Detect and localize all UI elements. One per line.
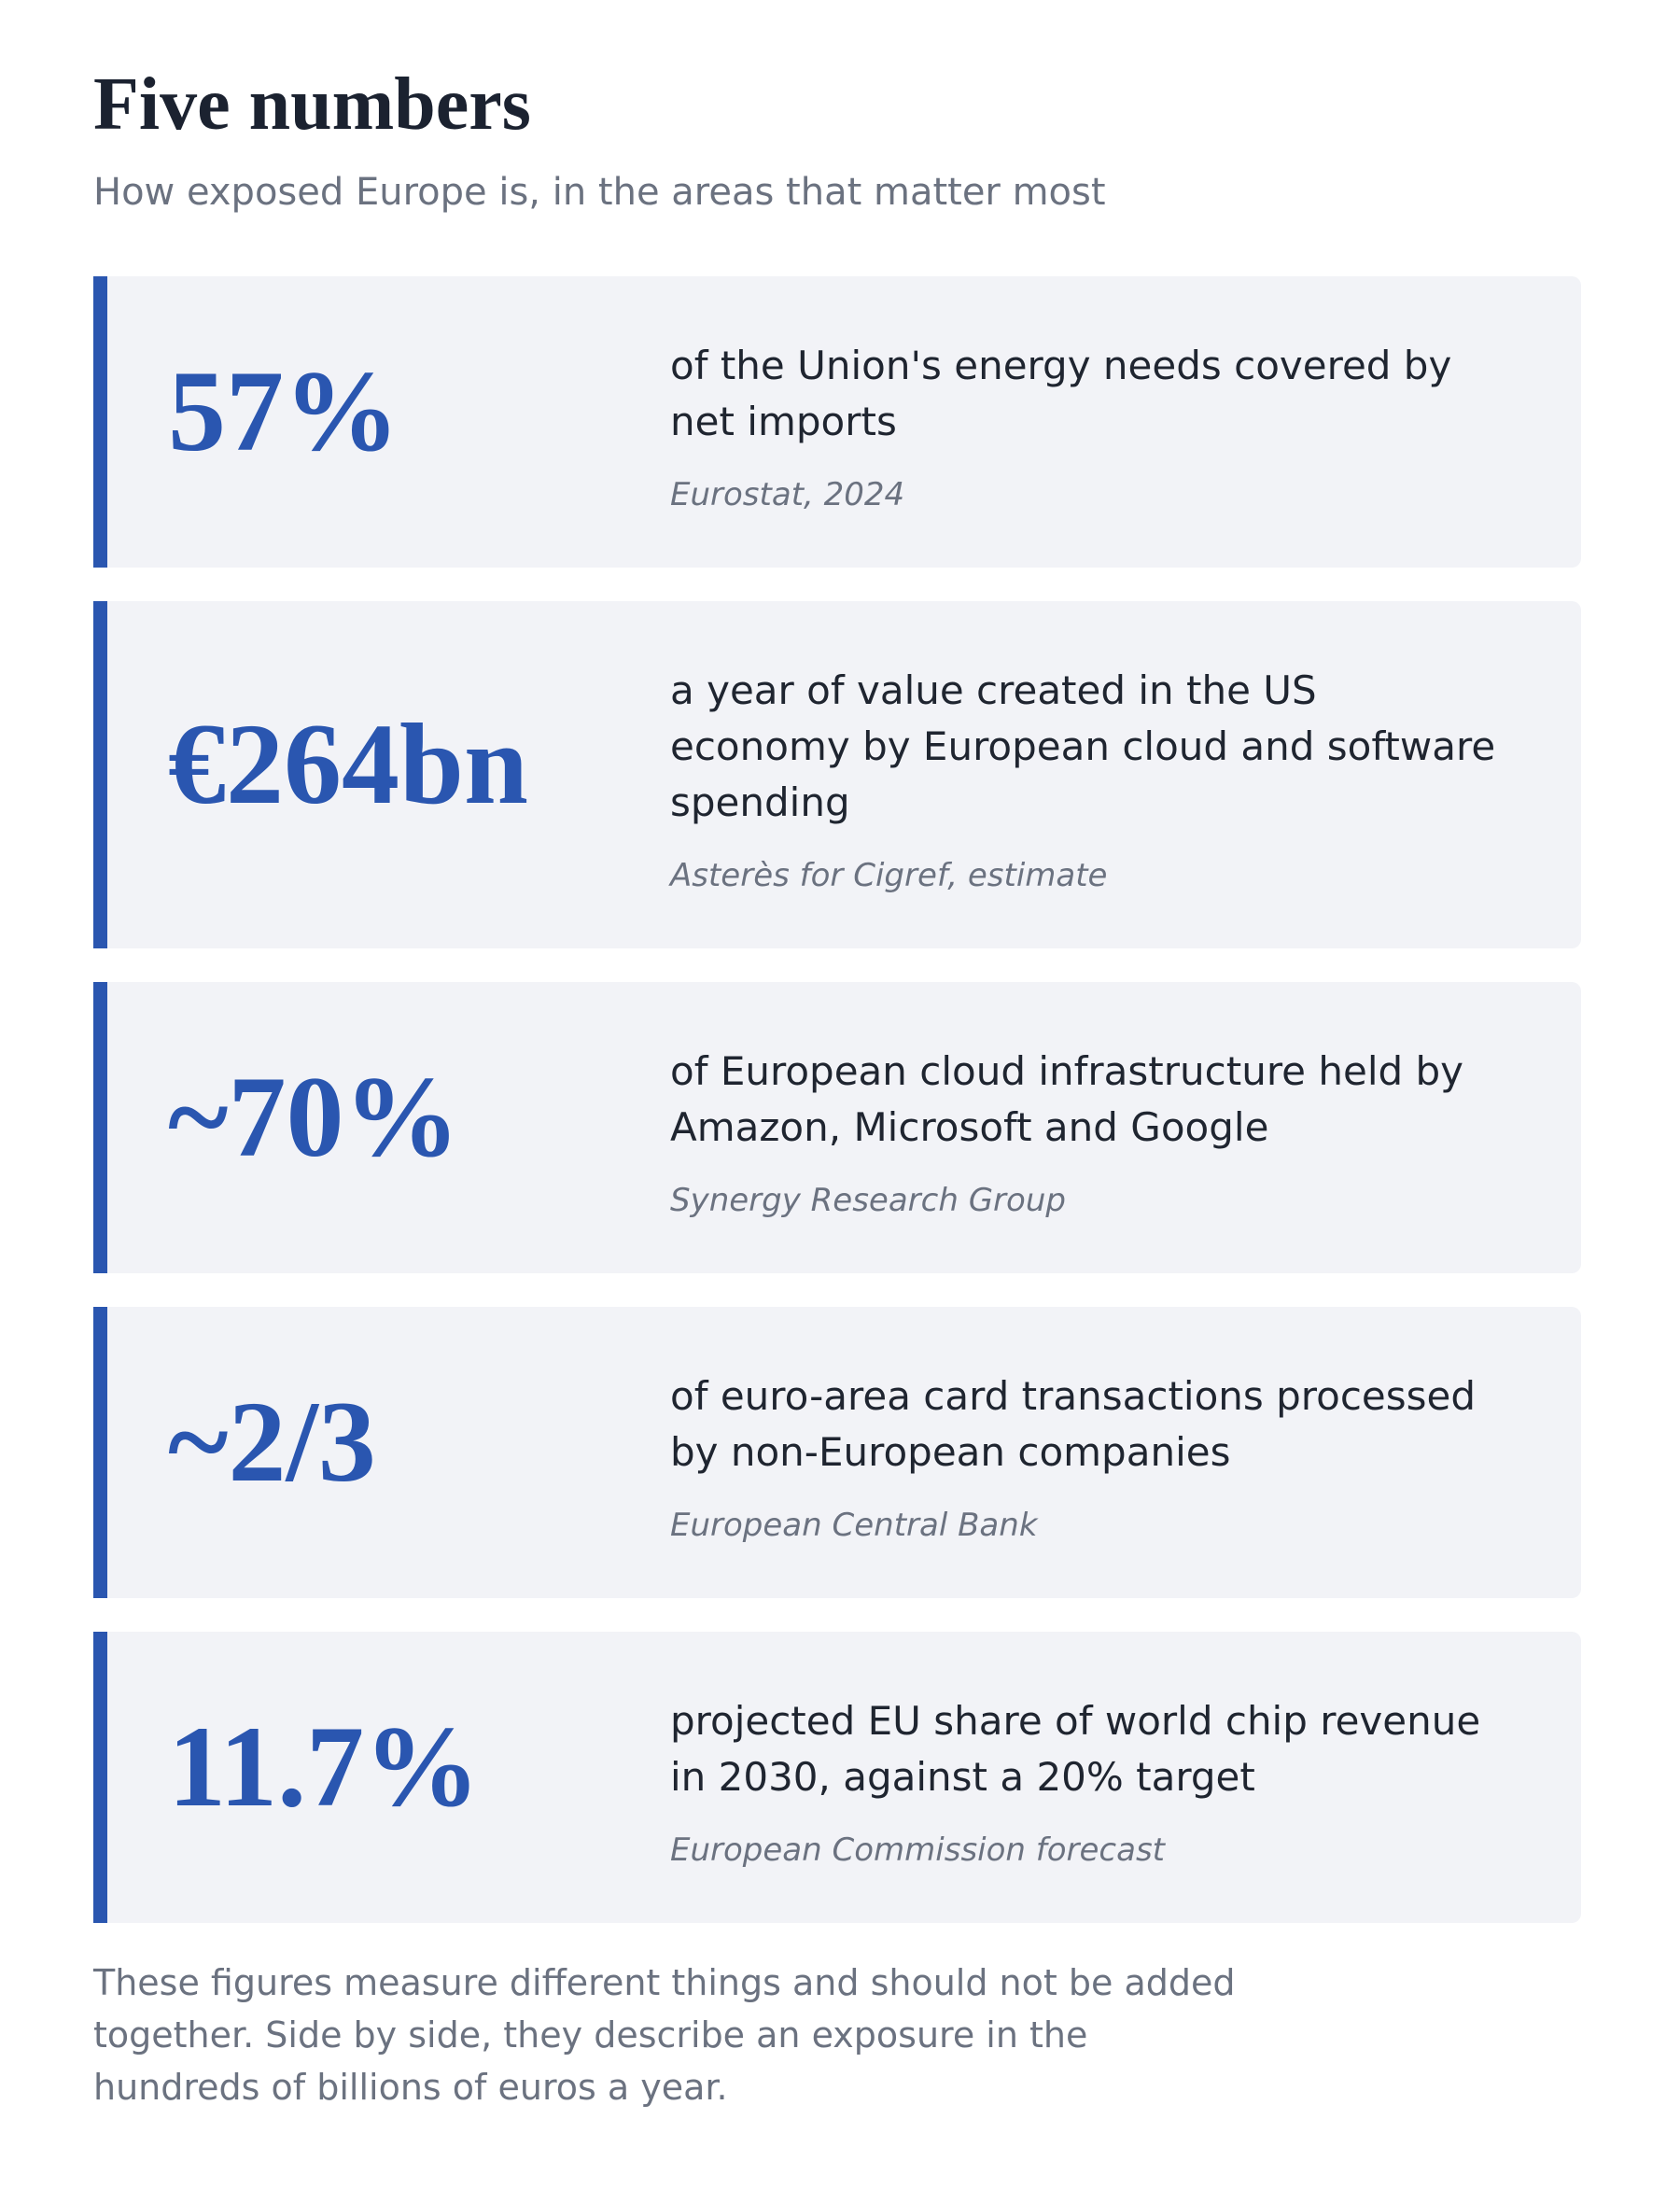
stat-description: of the Union's energy needs covered by n… xyxy=(670,343,1452,444)
stat-card: 11.7% projected EU share of world chip re… xyxy=(93,1632,1581,1923)
stat-body: of European cloud infrastructure held by… xyxy=(670,1044,1497,1219)
stat-figure: ~2/3 xyxy=(168,1378,376,1506)
stat-card: 57% of the Union's energy needs covered b… xyxy=(93,276,1581,568)
stat-description: projected EU share of world chip revenue… xyxy=(670,1698,1481,1800)
stat-description: of euro-area card transactions processed… xyxy=(670,1373,1477,1475)
stat-figure: 11.7% xyxy=(168,1703,481,1831)
stat-card: ~2/3 of euro-area card transactions proce… xyxy=(93,1307,1581,1598)
stat-source: Eurostat, 2024 xyxy=(670,476,905,513)
card-list: 57% of the Union's energy needs covered b… xyxy=(93,276,1581,1923)
stat-source: European Central Bank xyxy=(670,1507,1038,1544)
stat-figure: 57% xyxy=(168,347,399,475)
stat-body: a year of value created in the US econom… xyxy=(670,663,1497,894)
stat-body: projected EU share of world chip revenue… xyxy=(670,1693,1497,1869)
stat-source: European Commission forecast xyxy=(670,1831,1166,1869)
stat-source: Asterès for Cigref, estimate xyxy=(670,857,1108,894)
subtitle: How exposed Europe is, in the areas that… xyxy=(93,171,1106,214)
stat-card: €264bn a year of value created in the US … xyxy=(93,601,1581,948)
stat-body: of euro-area card transactions processed… xyxy=(670,1368,1497,1544)
stat-figure: ~70% xyxy=(168,1053,460,1181)
stat-figure: €264bn xyxy=(168,700,528,828)
stat-description: a year of value created in the US econom… xyxy=(670,667,1496,825)
stat-description: of European cloud infrastructure held by… xyxy=(670,1048,1464,1150)
content: Five numbers How exposed Europe is, in t… xyxy=(93,63,1581,2108)
stat-card: ~70% of European cloud infrastructure hel… xyxy=(93,982,1581,1273)
footnote: These figures measure different things a… xyxy=(93,1962,1236,2108)
stat-source: Synergy Research Group xyxy=(670,1182,1066,1219)
stat-body: of the Union's energy needs covered by n… xyxy=(670,338,1497,513)
title: Five numbers xyxy=(93,63,531,146)
